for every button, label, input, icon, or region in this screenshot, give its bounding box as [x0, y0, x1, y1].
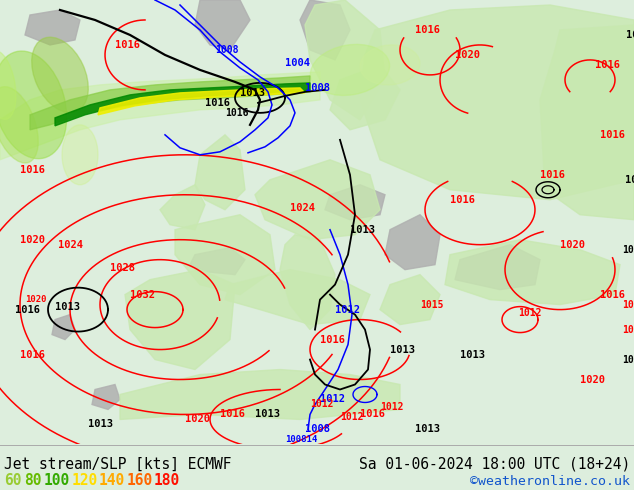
Text: 1016: 1016	[15, 305, 40, 315]
Polygon shape	[330, 65, 400, 130]
Text: 1020: 1020	[580, 374, 605, 385]
Text: 1024: 1024	[58, 240, 83, 250]
Text: 1012: 1012	[340, 413, 363, 422]
Text: 1016: 1016	[20, 165, 45, 175]
Ellipse shape	[311, 45, 390, 96]
Text: 1020: 1020	[185, 415, 210, 424]
Polygon shape	[0, 72, 320, 160]
Ellipse shape	[0, 51, 67, 159]
Text: 100: 100	[44, 473, 70, 488]
Polygon shape	[305, 0, 385, 120]
Text: 1015: 1015	[420, 299, 444, 310]
Polygon shape	[255, 160, 380, 240]
Text: 1024: 1024	[290, 203, 315, 213]
Polygon shape	[360, 5, 634, 200]
Text: 1013: 1013	[390, 344, 415, 355]
Polygon shape	[30, 76, 310, 130]
Text: 120: 120	[72, 473, 98, 488]
Text: 1013: 1013	[88, 419, 113, 429]
Polygon shape	[385, 215, 440, 270]
Polygon shape	[225, 270, 370, 324]
Ellipse shape	[360, 45, 420, 85]
Polygon shape	[25, 10, 80, 45]
Text: 1013: 1013	[350, 225, 375, 235]
Polygon shape	[195, 0, 250, 50]
Polygon shape	[175, 215, 275, 294]
Text: 1012: 1012	[518, 308, 541, 318]
Text: 1016: 1016	[450, 195, 475, 205]
Polygon shape	[125, 270, 235, 369]
Text: 1008: 1008	[215, 45, 238, 55]
Text: 1012: 1012	[335, 305, 360, 315]
Text: 1012: 1012	[380, 402, 403, 413]
Text: 1013: 1013	[55, 302, 80, 312]
Text: Jet stream/SLP [kts] ECMWF: Jet stream/SLP [kts] ECMWF	[4, 456, 231, 471]
Ellipse shape	[0, 50, 16, 120]
Text: 1016: 1016	[20, 349, 45, 360]
Text: 1013: 1013	[415, 424, 440, 435]
Text: 80: 80	[24, 473, 41, 488]
Polygon shape	[160, 185, 205, 230]
Text: 140: 140	[99, 473, 126, 488]
Text: ©weatheronline.co.uk: ©weatheronline.co.uk	[470, 475, 630, 488]
Text: 1020: 1020	[455, 50, 480, 60]
Text: 1013: 1013	[255, 410, 280, 419]
Text: 1016: 1016	[622, 324, 634, 335]
Text: Sa 01-06-2024 18:00 UTC (18+24): Sa 01-06-2024 18:00 UTC (18+24)	[359, 456, 630, 471]
Polygon shape	[55, 83, 310, 126]
Text: 60: 60	[4, 473, 22, 488]
Polygon shape	[325, 185, 385, 220]
Polygon shape	[280, 235, 335, 330]
Text: 180: 180	[154, 473, 180, 488]
Text: 1020: 1020	[622, 299, 634, 310]
Polygon shape	[380, 275, 440, 324]
Ellipse shape	[0, 87, 38, 163]
Text: 1008: 1008	[305, 83, 330, 93]
Text: 10: 10	[625, 175, 634, 185]
Ellipse shape	[62, 125, 98, 185]
Text: 1032: 1032	[130, 290, 155, 299]
Text: 1016: 1016	[115, 40, 140, 50]
Text: 1028: 1028	[110, 263, 135, 272]
Polygon shape	[445, 240, 620, 305]
Polygon shape	[190, 247, 245, 275]
Text: 1013: 1013	[622, 245, 634, 255]
Text: 1016: 1016	[600, 130, 625, 140]
Text: 1016: 1016	[360, 410, 385, 419]
Text: 1020: 1020	[25, 295, 46, 304]
Polygon shape	[300, 0, 350, 60]
Text: 1016: 1016	[415, 25, 440, 35]
Polygon shape	[540, 25, 634, 220]
Text: 1012: 1012	[310, 399, 333, 410]
Text: 1013: 1013	[460, 349, 485, 360]
Text: 1016: 1016	[205, 98, 230, 108]
Text: 1016: 1016	[220, 410, 245, 419]
Polygon shape	[120, 369, 400, 419]
Text: 1020: 1020	[20, 235, 45, 245]
Text: 1016: 1016	[595, 60, 620, 70]
Polygon shape	[455, 245, 540, 290]
Polygon shape	[195, 135, 245, 210]
Text: 160: 160	[127, 473, 153, 488]
Text: 10: 10	[626, 30, 634, 40]
Polygon shape	[92, 385, 120, 410]
Ellipse shape	[32, 37, 88, 113]
Text: 1013: 1013	[240, 88, 265, 98]
Text: 1020: 1020	[560, 240, 585, 250]
Text: 1012: 1012	[320, 394, 345, 404]
Polygon shape	[52, 315, 75, 340]
Text: 1016: 1016	[600, 290, 625, 299]
Text: 1016: 1016	[540, 170, 565, 180]
Text: 1016: 1016	[320, 335, 345, 344]
Text: 1004: 1004	[285, 58, 310, 68]
Text: 1013: 1013	[622, 355, 634, 365]
Text: 1008: 1008	[305, 424, 330, 435]
Text: 100814: 100814	[285, 435, 317, 444]
Polygon shape	[98, 88, 305, 115]
Text: 1016: 1016	[225, 108, 249, 118]
